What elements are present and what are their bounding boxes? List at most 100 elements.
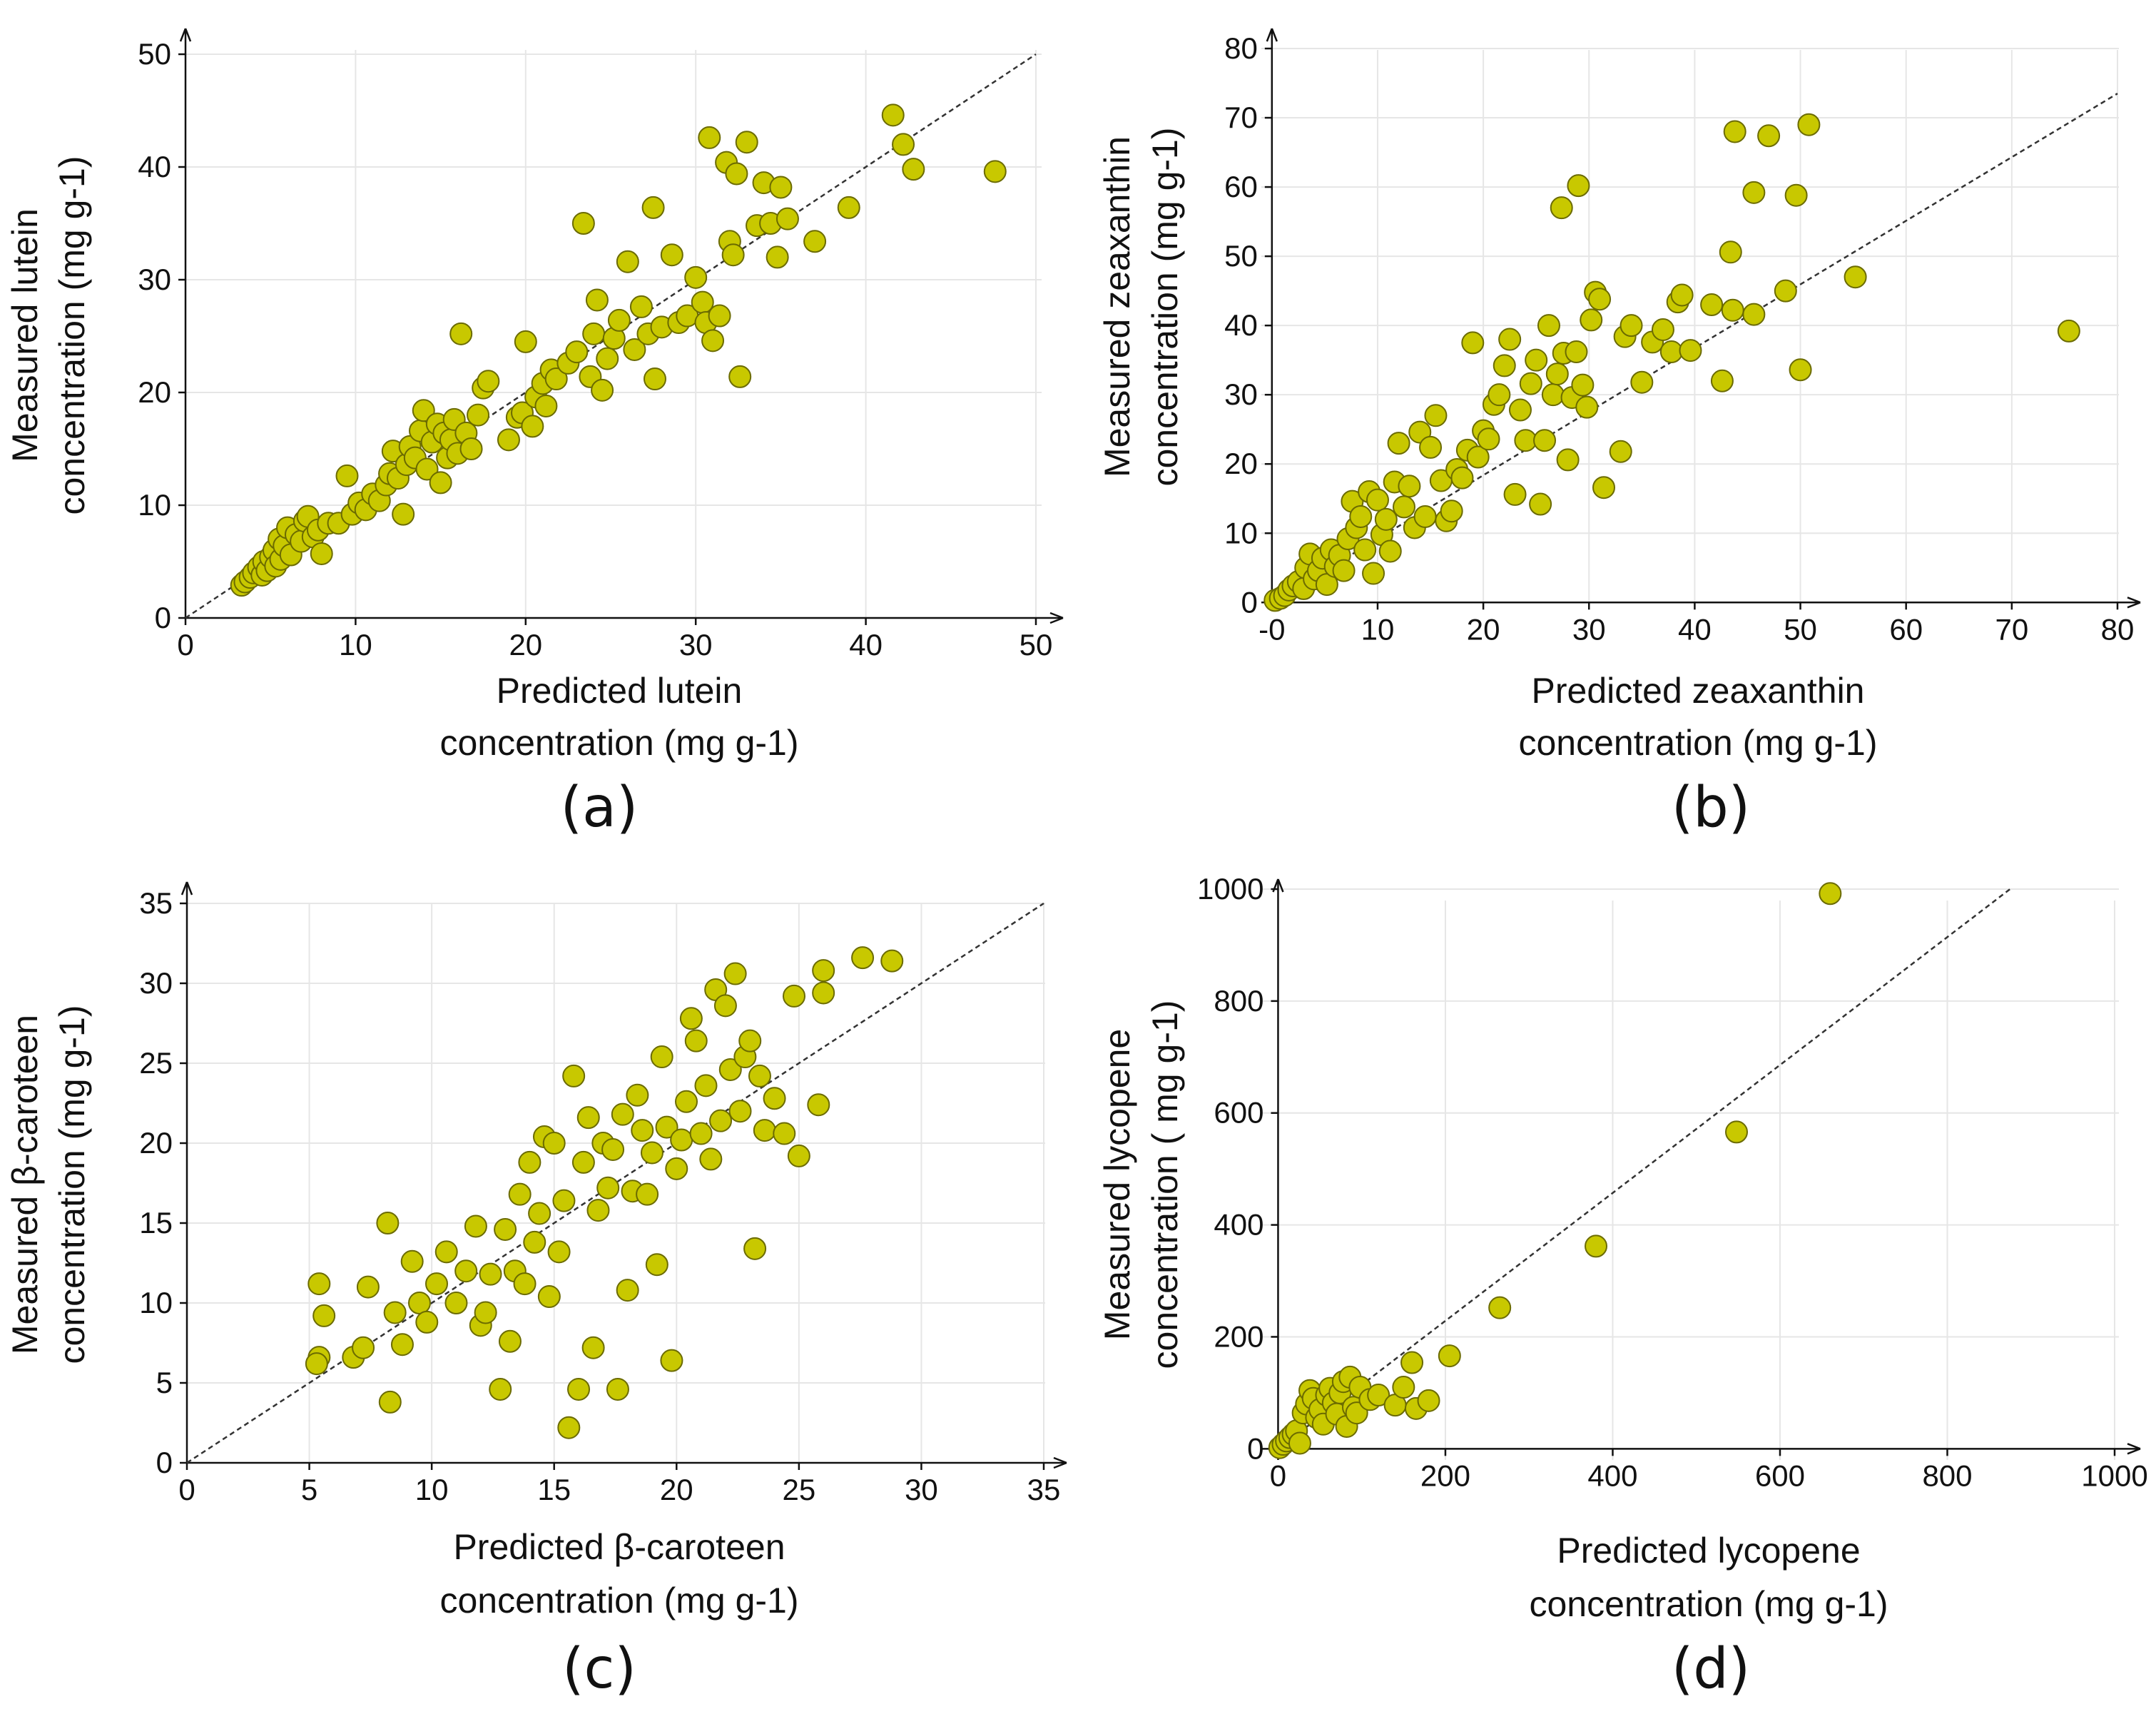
data-point [655,1115,678,1139]
data-point [728,365,752,388]
data-point [812,981,835,1005]
x-axis-arrow [1049,612,1064,624]
data-point [544,367,568,391]
y-tick-label: 5 [156,1366,173,1399]
data-point [1723,120,1746,143]
x-tick-label: -0 [1258,612,1285,646]
data-point [1789,358,1812,382]
data-point [552,1189,576,1212]
data-point [670,1128,693,1152]
data-point [412,399,435,422]
data-point [881,103,905,127]
data-point [1725,1120,1749,1144]
data-point [415,457,439,481]
data-point [640,1141,663,1165]
y-tick-label: 20 [139,1126,173,1160]
data-point [689,1122,713,1145]
data-point [596,1176,620,1200]
data-point [1514,429,1537,452]
data-point [626,1083,649,1107]
data-point [623,338,646,361]
data-point [444,1292,468,1314]
data-point [1592,476,1615,499]
panel-a: 0 10 20 30 40 50 0 10 20 30 40 50 Measured lutein c… [5,28,1064,840]
y-axis-title-line2: concentration (mg g-1) [1145,127,1185,486]
data-point [454,1259,478,1283]
data-point [571,212,595,235]
data-point [528,1202,551,1225]
data-point [1797,113,1821,136]
data-point [498,1329,522,1353]
data-point [709,1109,733,1132]
data-point [415,1310,439,1334]
data-point [807,1093,830,1117]
data-point [851,946,875,970]
data-point [766,245,789,269]
x-tick-label: 20 [509,628,542,661]
data-point [743,1237,767,1260]
data-point [723,962,747,985]
data-point [1556,448,1580,472]
data-point [591,378,614,402]
y-tick-label: 0 [155,601,171,634]
x-tick-label: 40 [849,628,883,661]
data-point [713,994,737,1018]
panel-label-c: (c) [562,1637,636,1701]
data-point [1466,445,1490,469]
y-axis-arrow [180,881,193,896]
y-axis-title-line1: Measured zeaxanthin [1097,136,1137,477]
data-point [1362,562,1385,585]
data-point [514,330,537,353]
x-axis-title-line1: Predicted lycopene [1557,1531,1860,1571]
data-point [1440,499,1463,523]
data-point [769,176,793,199]
x-tick-label: 200 [1420,1459,1470,1492]
data-point [562,1064,586,1087]
data-point [565,340,589,364]
data-point [1679,339,1702,362]
data-point [725,162,748,186]
y-tick-label: 70 [1224,101,1258,134]
data-point [434,1240,458,1264]
x-tick-label: 5 [301,1473,317,1506]
data-point [1349,504,1373,528]
y-axis-title-line1: Measured lutein [5,208,45,462]
data-point [698,126,721,149]
data-point [467,403,490,427]
data-point [812,959,835,983]
data-point [738,1029,762,1053]
plot-area: 0 10 20 30 40 50 0 10 20 30 40 50 [138,28,1064,661]
data-point [1419,435,1443,459]
data-point [1537,314,1560,338]
data-point [1387,432,1410,455]
data-point [616,1279,639,1302]
data-point [665,1157,688,1180]
y-tick-label: 10 [138,488,171,522]
data-point [1630,370,1654,394]
data-point [305,1352,328,1376]
data-point [1533,429,1557,452]
x-axis-arrow [2127,597,2141,609]
data-point [586,1199,610,1222]
data-point [1585,1234,1608,1258]
x-tick-label: 0 [177,628,193,661]
data-point [773,1122,796,1145]
panel-label-a: (a) [561,776,639,840]
data-point [1353,538,1377,562]
data-point [718,1058,742,1081]
y-axis-title-line1: Measured lycopene [1097,1029,1137,1340]
data-point [537,1285,561,1309]
x-tick-label: 400 [1587,1459,1637,1492]
data-point [1438,1344,1461,1368]
data-point [728,1100,752,1123]
panel-b: -0 10 20 30 40 50 60 70 80 0 10 20 30 40 50 60 70 80 Meas… [1097,28,2141,840]
data-point [1550,196,1573,220]
data-point [523,1230,546,1254]
data-point [571,1150,595,1174]
y-tick-label: 15 [139,1206,173,1239]
data-point [557,1416,581,1439]
data-point [1529,492,1552,516]
data-point [1757,124,1781,148]
data-point [1488,1296,1512,1319]
x-tick-label: 70 [1995,612,2028,646]
